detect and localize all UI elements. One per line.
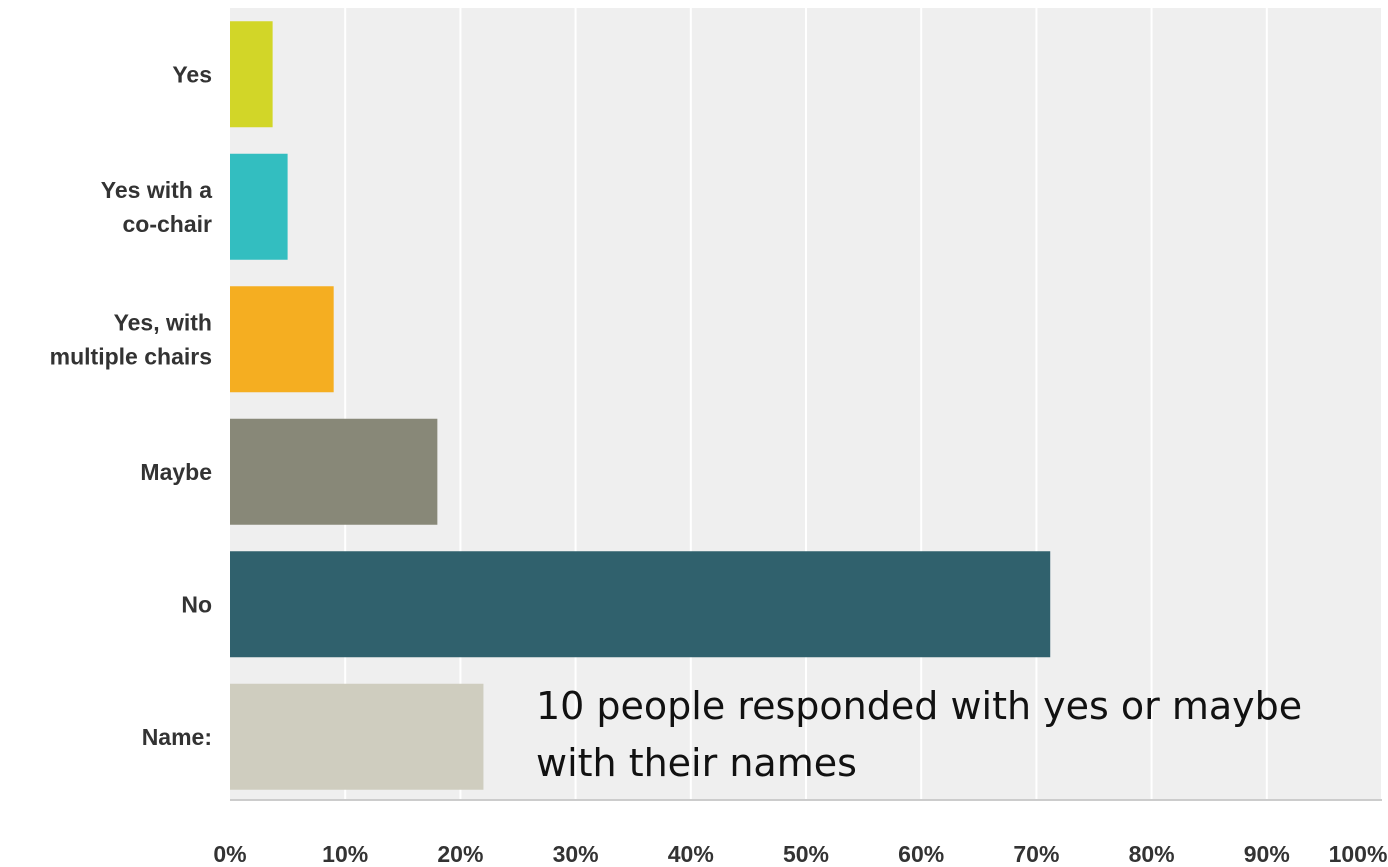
x-tick-label: 100%	[1329, 841, 1388, 867]
category-label: Yes, with	[114, 309, 212, 335]
bar	[230, 21, 273, 128]
bar	[230, 683, 484, 790]
category-label: multiple chairs	[50, 343, 212, 369]
x-tick-label: 90%	[1244, 841, 1290, 867]
gridlines	[344, 8, 1383, 800]
bar	[230, 551, 1051, 658]
x-tick-label: 10%	[322, 841, 368, 867]
bar	[230, 418, 438, 525]
category-labels: Yes Yes with a co-chair Yes, with multiple c…	[50, 61, 213, 750]
annotation-text: 10 people responded with yes or maybe wi…	[536, 684, 1303, 785]
x-tick-label: 0%	[213, 841, 246, 867]
x-tick-label: 40%	[668, 841, 714, 867]
x-tick-label: 70%	[1013, 841, 1059, 867]
bar	[230, 286, 334, 393]
category-label: Yes with a	[101, 177, 212, 203]
x-tick-label: 80%	[1129, 841, 1175, 867]
x-tick-label: 20%	[437, 841, 483, 867]
bar	[230, 153, 288, 260]
x-tick-label: 50%	[783, 841, 829, 867]
category-label: No	[181, 591, 212, 617]
x-tick-label: 30%	[553, 841, 599, 867]
category-label: Maybe	[140, 459, 212, 485]
category-label: co-chair	[123, 211, 213, 237]
category-label: Name:	[142, 724, 212, 750]
bars	[230, 21, 1051, 790]
x-tick-labels: 0% 10% 20% 30% 40% 50% 60% 70% 80% 90% 100%	[213, 841, 1387, 867]
category-label: Yes	[172, 61, 212, 87]
x-tick-label: 60%	[898, 841, 944, 867]
